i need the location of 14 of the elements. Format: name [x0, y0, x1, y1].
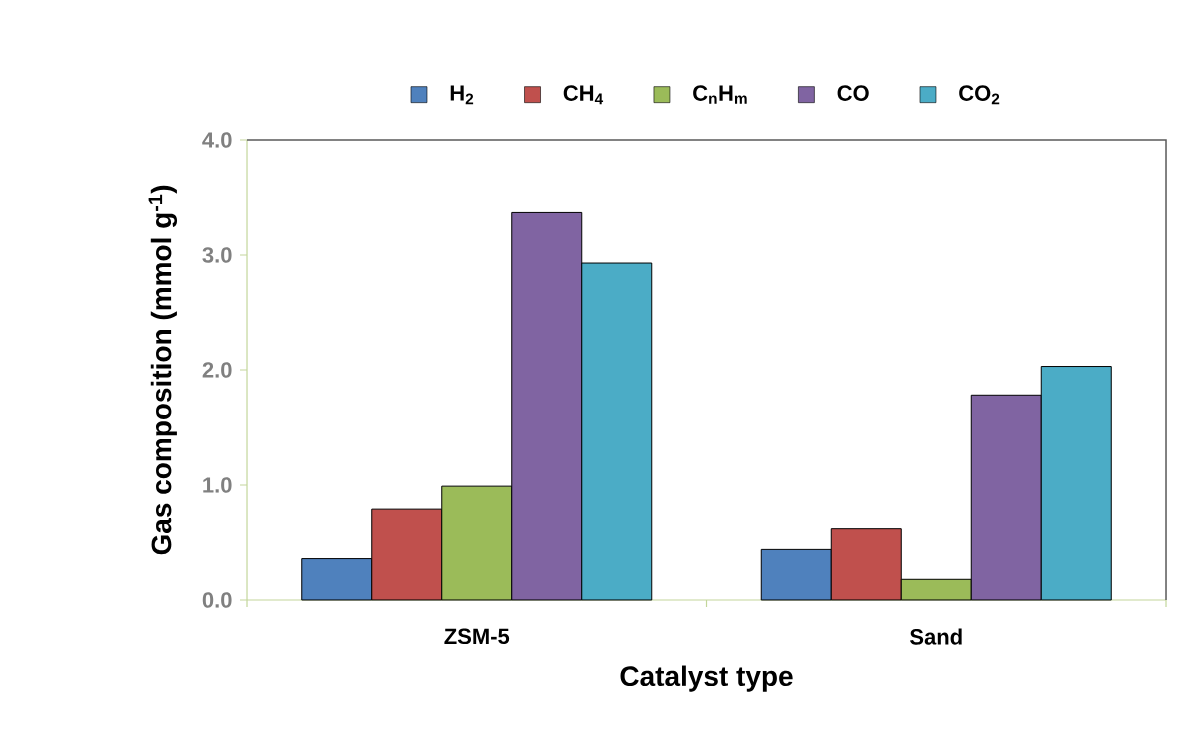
x-tick-label: ZSM-5	[444, 628, 510, 645]
legend-label: CO	[837, 85, 869, 101]
x-axis-title: Catalyst type	[620, 665, 793, 692]
y-tick-label: 1.0	[203, 477, 232, 493]
legend-label: CO$_{2}$	[959, 85, 1000, 105]
x-tick-label: Sand	[910, 628, 962, 645]
y-tick-label: 3.0	[202, 247, 232, 263]
legend-label: CH$_{4}$	[563, 85, 604, 105]
legend-label: H$_{2}$	[450, 85, 474, 105]
y-tick-label: 2.0	[202, 362, 232, 378]
legend-label: C$_{n}$H$_{m}$	[693, 85, 747, 104]
y-tick-label: 0.0	[202, 592, 232, 608]
y-tick-label: 4.0	[202, 132, 232, 148]
y-axis-title: Gas composition (mmol g$^{-1}$)	[148, 185, 178, 555]
